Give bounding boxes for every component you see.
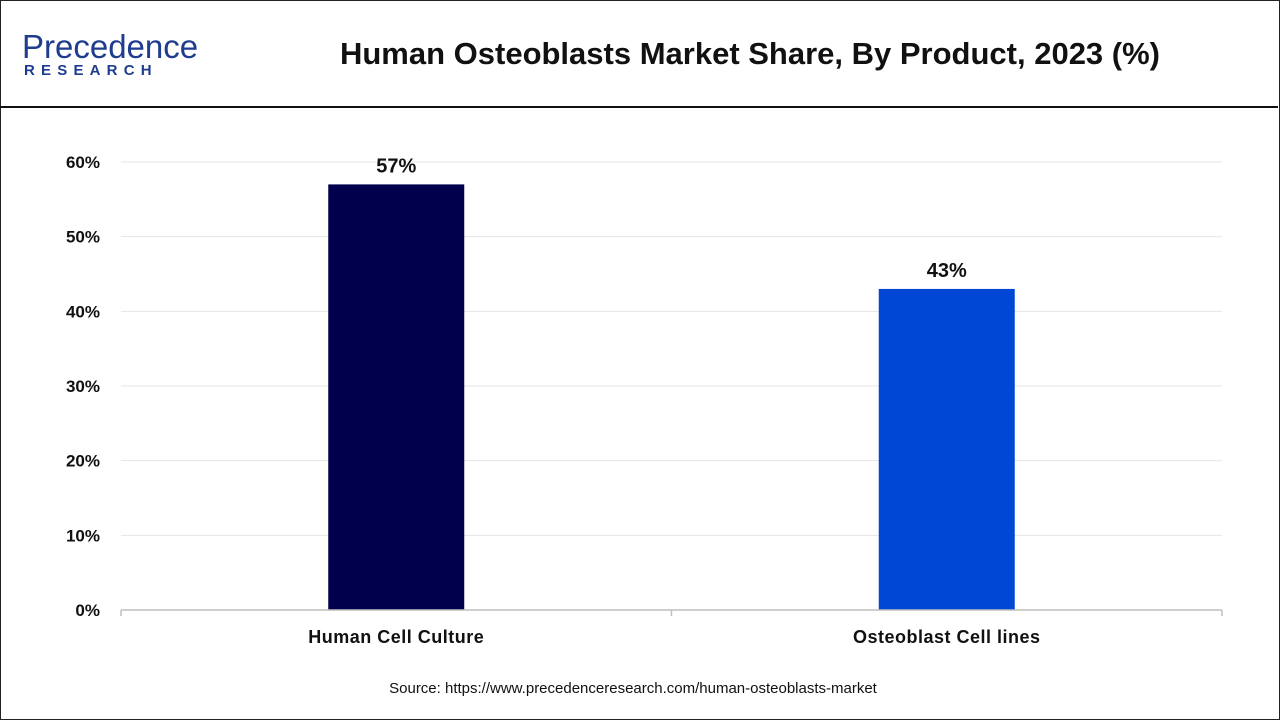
x-axis bbox=[120, 609, 1223, 616]
value-labels: 57% 43% bbox=[376, 155, 967, 282]
source-note: Source: https://www.precedenceresearch.c… bbox=[389, 680, 877, 697]
y-tick-label: 40% bbox=[66, 302, 100, 321]
y-tick-label: 0% bbox=[75, 601, 100, 620]
y-tick-label: 20% bbox=[66, 452, 100, 471]
y-tick-label: 10% bbox=[66, 526, 100, 545]
chart-title: Human Osteoblasts Market Share, By Produ… bbox=[339, 36, 1161, 71]
bar bbox=[328, 184, 465, 610]
value-label: 57% bbox=[376, 155, 416, 177]
bar bbox=[878, 288, 1015, 610]
y-axis-ticks: 0% 10% 20% 30% 40% 50% 60% bbox=[66, 153, 100, 620]
x-tick-label: Human Cell Culture bbox=[308, 627, 484, 647]
logo-wordmark: Precedence bbox=[22, 28, 199, 65]
y-tick-label: 60% bbox=[66, 153, 100, 172]
grid-lines bbox=[121, 161, 1222, 536]
header: Precedence RESEARCH Human Osteoblasts Ma… bbox=[0, 0, 1278, 108]
brand-logo: Precedence RESEARCH bbox=[22, 28, 222, 88]
y-tick-label: 50% bbox=[66, 228, 100, 247]
y-tick-label: 30% bbox=[66, 377, 100, 396]
value-label: 43% bbox=[927, 260, 967, 282]
x-tick-label: Osteoblast Cell lines bbox=[853, 627, 1041, 647]
x-axis-labels: Human Cell Culture Osteoblast Cell lines bbox=[308, 627, 1040, 647]
bars bbox=[328, 184, 1015, 610]
logo-subtitle: RESEARCH bbox=[24, 62, 158, 79]
